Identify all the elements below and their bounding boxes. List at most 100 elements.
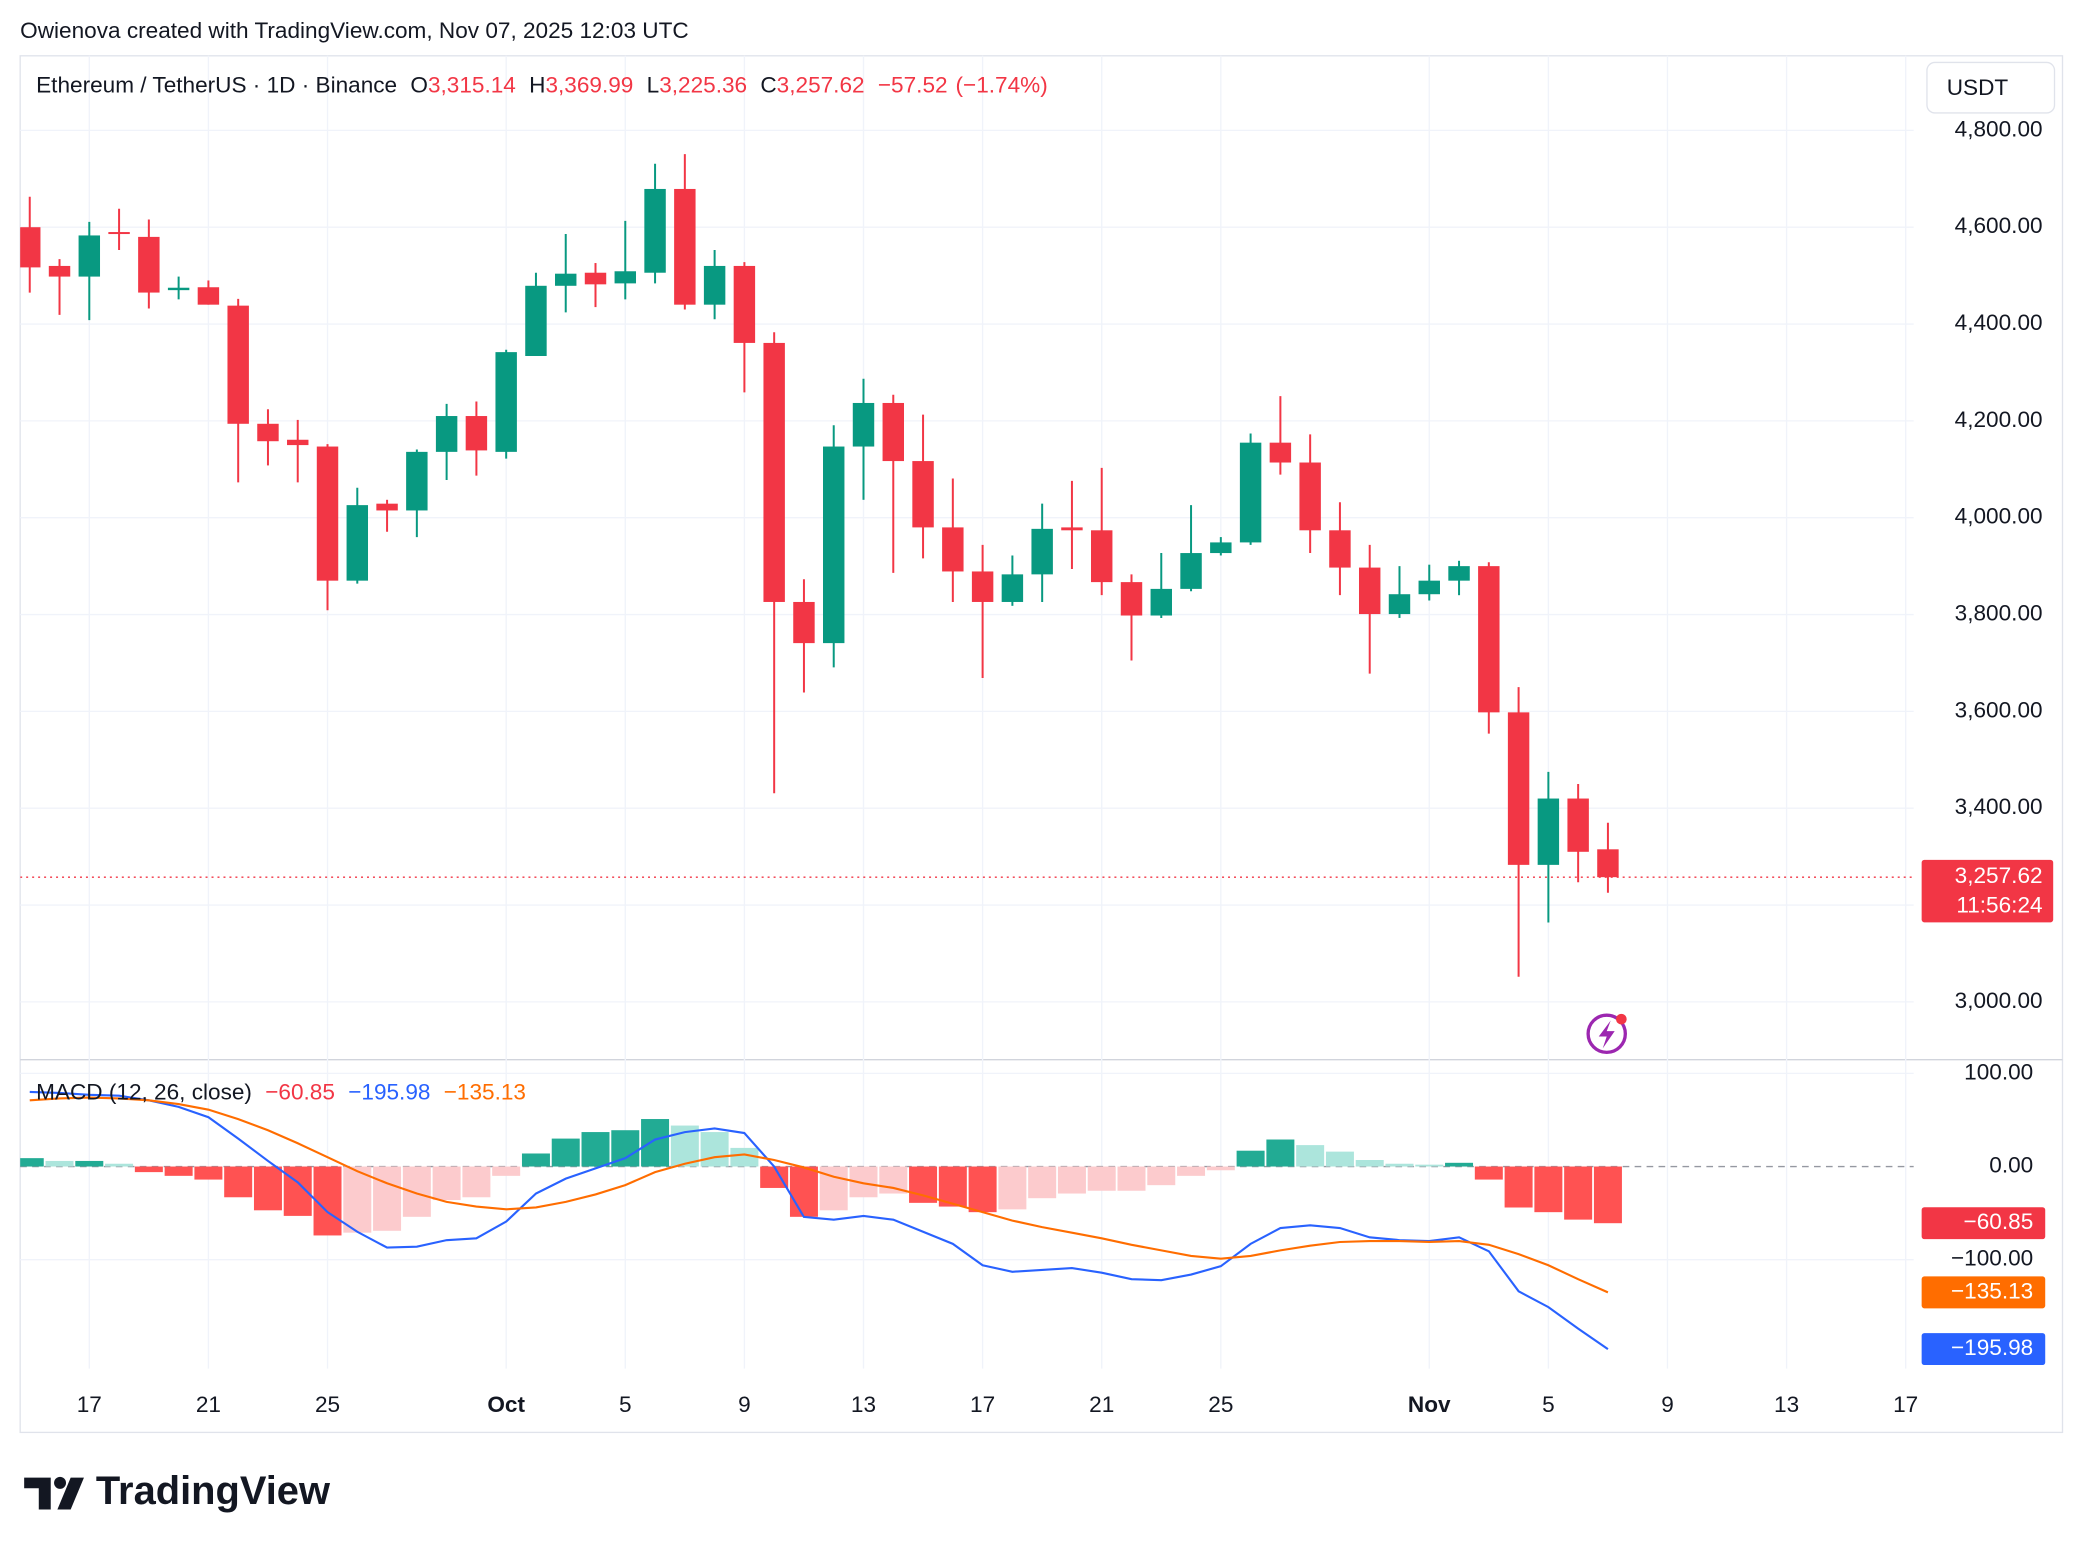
alert-icon[interactable] [1586,1013,1627,1055]
symbol-title: Ethereum / TetherUS · 1D · Binance [36,72,397,97]
candle-body [942,527,964,572]
logo-mark [24,1477,51,1510]
countdown-label: 11:56:24 [1956,892,2042,917]
value-badge-label: −60.85 [1964,1209,2034,1234]
x-tick-label: 9 [738,1392,751,1417]
histogram-bar [1087,1166,1116,1191]
histogram-bar [432,1166,461,1201]
x-tick-label: 25 [1208,1392,1233,1417]
macd-legend-value: −195.98 [348,1080,430,1105]
candle-body [1388,594,1411,615]
x-tick-label: 13 [1774,1392,1799,1417]
candle-body [1001,574,1024,602]
logo-mark [54,1476,67,1489]
candle-body [1478,566,1500,713]
candle-body [346,505,369,581]
macd-line [29,1096,1609,1294]
histogram-bar [551,1138,580,1167]
candle-body [852,402,875,447]
ohlc-value: 3,225.36 [659,72,747,97]
histogram-bar [1177,1166,1206,1176]
x-tick-label: 25 [315,1392,340,1417]
attribution: Owienova created with TradingView.com, N… [20,18,689,43]
histogram-bar [492,1166,521,1176]
macd-legend-value: −135.13 [444,1080,526,1105]
histogram-bar [968,1166,997,1213]
histogram-bar [581,1132,610,1167]
logo-mark [57,1477,84,1510]
histogram-bar [909,1166,938,1203]
y-tick-label: 3,400.00 [1955,794,2043,819]
candle-body [584,272,607,285]
candle-body [1061,527,1083,531]
candle-body [1090,530,1113,583]
ohlc-value: 3,257.62 [777,72,865,97]
macd-legend-value: −60.85 [265,1080,335,1105]
histogram-bar [760,1166,789,1188]
value-badge [1921,1333,2046,1365]
candle-body [1448,566,1470,581]
ohlc-value: 3,369.99 [545,72,633,97]
histogram-bar [1057,1166,1086,1194]
histogram-bar [1236,1150,1265,1167]
value-badge [1921,1276,2046,1309]
ohlc-value: 3,315.14 [428,72,516,97]
candle-body [167,287,190,291]
candle-body [912,461,934,528]
y-tick-label: 4,400.00 [1955,310,2043,335]
histogram-bar [343,1166,372,1233]
grid [20,55,1914,1369]
candle-body [823,446,845,644]
macd-pane [20,1090,1622,1350]
alert-ring[interactable] [1586,1013,1627,1055]
currency-label[interactable]: USDT [1947,75,2009,100]
ohlc-key: O [410,72,428,97]
candle-body [525,285,547,356]
histogram-bar [164,1166,193,1176]
candle-body [376,503,398,511]
currency-button[interactable] [1926,61,2056,114]
histogram-bar [1415,1164,1444,1167]
candle-body [1210,542,1232,554]
y-tick-label: 4,200.00 [1955,407,2043,432]
candle-body [793,601,815,644]
candle-body [1031,528,1053,575]
candle-body [733,265,756,343]
x-tick-label: 9 [1661,1392,1674,1417]
x-tick-label: 5 [619,1392,632,1417]
candle-body [78,235,101,277]
histogram-bar [1445,1162,1474,1167]
x-tick-label: Nov [1408,1392,1451,1417]
macd-line [29,1090,1609,1350]
alert-bolt[interactable] [1598,1020,1615,1049]
candle-body [138,236,160,293]
candle-body [108,232,130,235]
histogram-bar [938,1166,967,1207]
candle-body [1597,849,1619,878]
alert-dot[interactable] [1616,1013,1627,1025]
y-tick-label: 4,000.00 [1955,504,2043,529]
histogram-bar [462,1166,491,1198]
value-badge-label: −195.98 [1951,1335,2033,1360]
candle-body [555,273,577,286]
histogram-bar [700,1132,729,1167]
macd-legend: MACD (12, 26, close) −60.85 −195.98 −135.13 [36,1080,526,1105]
candle-body [1537,798,1560,865]
candle-body [1150,588,1172,616]
y-tick-label: 3,600.00 [1955,697,2043,722]
histogram-bar [998,1166,1027,1210]
candle-body [1329,530,1351,568]
candle-body [197,287,220,305]
candle-body [1180,553,1202,589]
histogram-bar [1564,1166,1593,1220]
candle-body [703,265,726,305]
candle-body [316,446,339,581]
histogram-bar [1028,1166,1057,1199]
candle-body [435,416,458,452]
histogram-bar [1266,1139,1295,1167]
candle-body [763,342,785,602]
y-tick-label: 4,800.00 [1955,116,2043,141]
candle-body [674,188,696,305]
candle-body [48,265,71,277]
